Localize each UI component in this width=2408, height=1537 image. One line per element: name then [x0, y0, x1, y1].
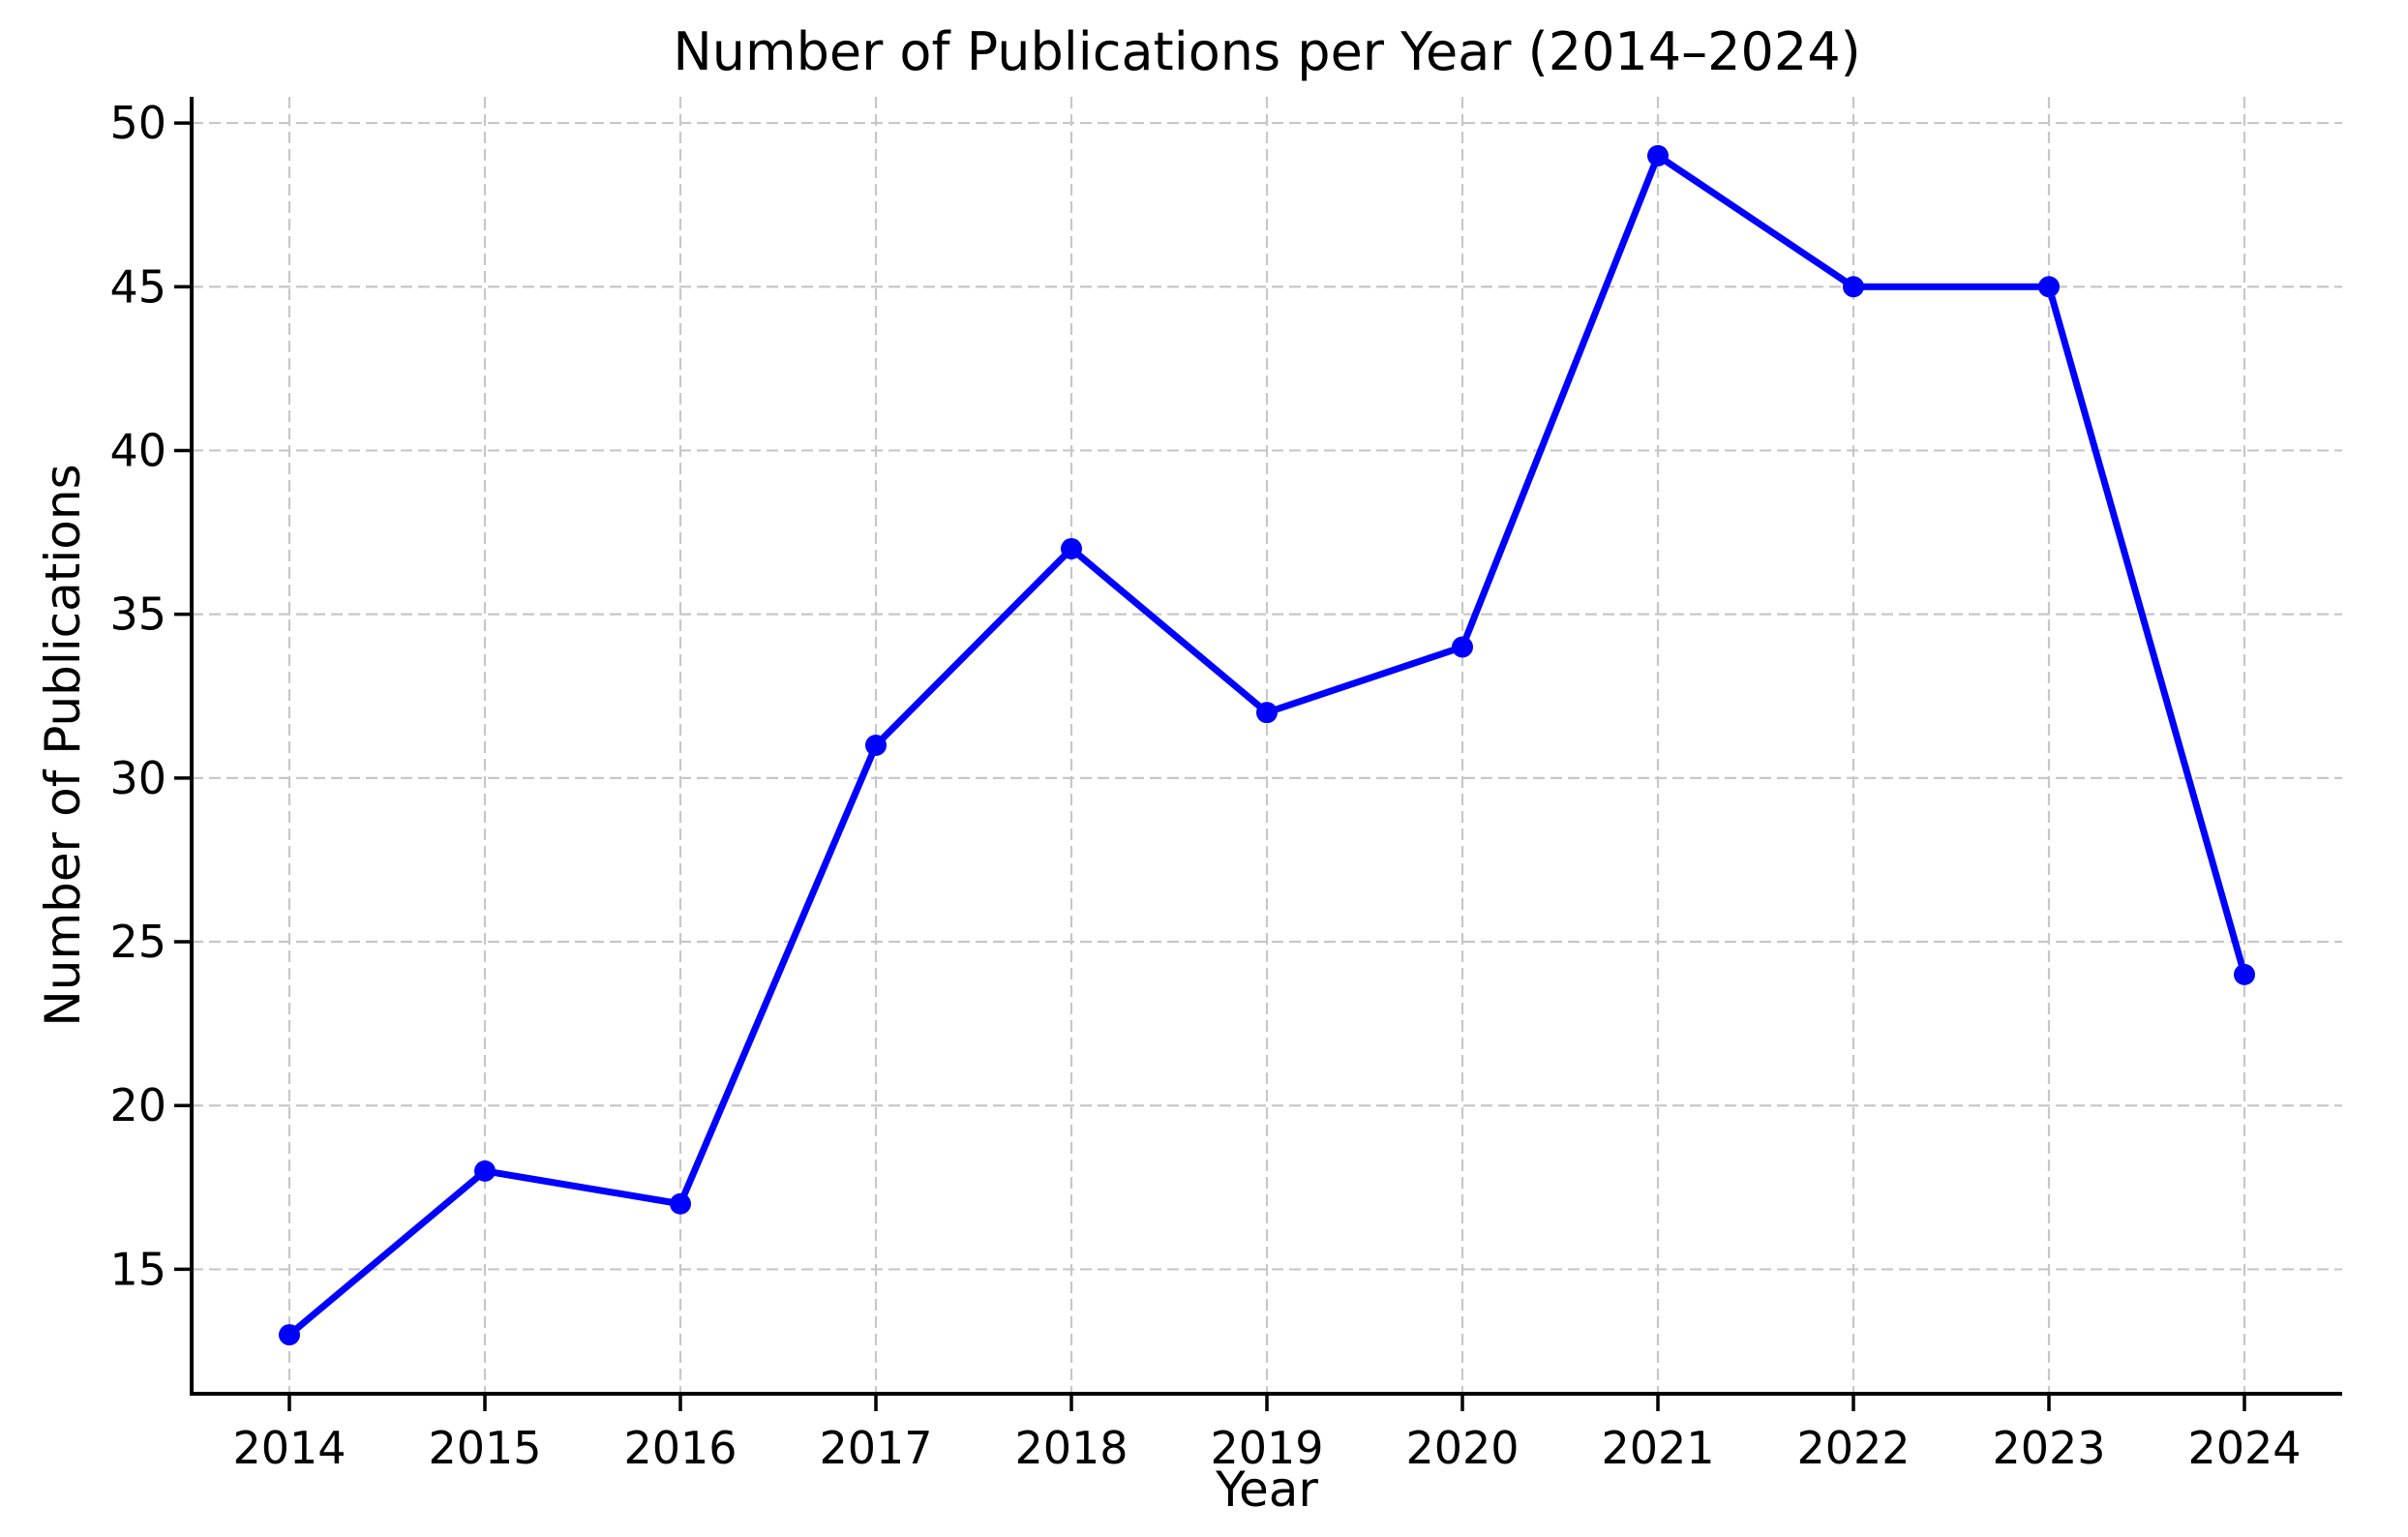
data-point-2021 — [1647, 144, 1669, 166]
grid-layer — [192, 97, 2342, 1394]
data-point-2024 — [2234, 963, 2255, 985]
y-tick-label: 20 — [109, 1079, 166, 1131]
tick-labels-layer: 15 20 25 30 35 40 45 50 2014 2015 2016 2017 2018 2019… — [109, 97, 2301, 1474]
x-tick-label: 2018 — [1014, 1422, 1128, 1474]
y-axis-title: Number of Publications — [35, 464, 91, 1026]
y-tick-label: 50 — [109, 97, 166, 149]
y-tick-label: 30 — [109, 752, 166, 804]
data-point-2015 — [474, 1160, 496, 1182]
x-tick-label: 2020 — [1405, 1422, 1519, 1474]
y-tick-label: 25 — [109, 916, 166, 968]
y-tick-label: 35 — [109, 588, 166, 641]
x-tick-label: 2022 — [1796, 1422, 1910, 1474]
x-tick-label: 2024 — [2187, 1422, 2301, 1474]
x-tick-label: 2021 — [1601, 1422, 1714, 1474]
data-point-2018 — [1061, 537, 1082, 559]
x-tick-label: 2023 — [1992, 1422, 2105, 1474]
y-tick-label: 40 — [109, 424, 166, 476]
x-axis-title: Year — [1215, 1462, 1318, 1518]
x-tick-label: 2017 — [819, 1422, 932, 1474]
data-point-2020 — [1452, 636, 1473, 658]
x-tick-label: 2015 — [428, 1422, 541, 1474]
y-tick-label: 15 — [109, 1243, 166, 1295]
y-tick-label: 45 — [109, 260, 166, 313]
x-tick-label: 2014 — [232, 1422, 346, 1474]
data-point-2023 — [2038, 276, 2060, 298]
x-tick-label: 2016 — [623, 1422, 737, 1474]
axes-layer — [174, 97, 2342, 1411]
data-point-2019 — [1256, 702, 1278, 724]
data-point-2014 — [279, 1324, 300, 1346]
data-point-2022 — [1843, 276, 1864, 298]
series-publications — [279, 144, 2255, 1346]
data-point-2017 — [865, 735, 887, 756]
x-tick-label: 2019 — [1210, 1422, 1323, 1474]
data-point-2016 — [670, 1192, 691, 1215]
chart-title: Number of Publications per Year (2014–20… — [673, 21, 1860, 82]
